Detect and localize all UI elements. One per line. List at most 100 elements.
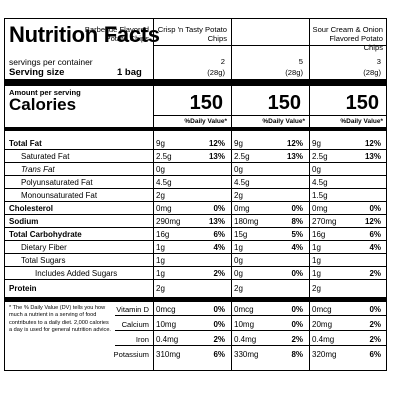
column-3-servings: 3 (376, 57, 381, 66)
vitamin-amount: 310mg (156, 350, 181, 359)
label-title: Nutrition Facts (9, 22, 160, 47)
nutrient-dv: 6% (213, 230, 225, 239)
row-rule (5, 162, 386, 163)
vitamin-row-vitamin-d: Vitamin D 0mcg 0% 0mcg 0% 0mcg 0% (115, 303, 386, 316)
row-rule (5, 175, 386, 176)
serving-size-label: Serving size (9, 67, 65, 78)
vitamin-dv: 0% (291, 305, 303, 314)
vitamin-dv: 2% (369, 335, 381, 344)
nutrient-label: Total Carbohydrate (9, 230, 82, 239)
nutrient-row-total-carbohydrate: Total Carbohydrate 16g 6% 15g 5% 16g 6% (5, 228, 386, 241)
column-3-calories: 150 (345, 92, 379, 114)
nutrient-label: Protein (9, 284, 37, 293)
vitamin-dv: 6% (213, 350, 225, 359)
vitamin-amount: 0mcg (156, 305, 176, 314)
vitamin-amount: 10mg (234, 320, 255, 329)
nutrient-row-polyunsaturated-fat: Polyunsaturated Fat 4.5g 4.5g 4.5g (5, 176, 386, 189)
nutrient-amount: 2g (156, 191, 165, 200)
column-3-grams: (28g) (363, 68, 381, 77)
nutrition-facts-label: Nutrition Facts servings per container S… (4, 18, 387, 371)
nutrient-amount: 1g (312, 269, 321, 278)
vitamin-amount: 0.4mg (234, 335, 257, 344)
serving-size-value: 1 bag (117, 67, 142, 78)
nutrient-amount: 0mg (234, 204, 250, 213)
nutrient-amount: 0g (312, 165, 321, 174)
nutrient-amount: 9g (312, 139, 321, 148)
nutrient-table: Total Fat 9g 12% 9g 12% 9g 12% Saturated… (5, 133, 386, 301)
column-1-grams: (28g) (207, 68, 225, 77)
vitamin-dv: 2% (291, 335, 303, 344)
nutrient-row-cholesterol: Cholesterol 0mg 0% 0mg 0% 0mg 0% (5, 202, 386, 215)
nutrient-row-added-sugars: Includes Added Sugars 1g 2% 0g 0% 1g 2% (5, 267, 386, 280)
nutrient-amount: 1g (234, 243, 243, 252)
column-divider-3 (309, 19, 310, 370)
row-rule (115, 345, 386, 346)
nutrient-label: Saturated Fat (21, 152, 70, 161)
vitamin-dv: 8% (291, 350, 303, 359)
nutrient-amount: 270mg (312, 217, 337, 226)
row-rule (5, 253, 386, 254)
nutrient-row-total-fat: Total Fat 9g 12% 9g 12% 9g 12% (5, 137, 386, 150)
vitamin-table: Vitamin D 0mcg 0% 0mcg 0% 0mcg 0% Calciu… (5, 303, 386, 371)
nutrient-amount: 2g (156, 284, 165, 293)
vitamin-amount: 0mcg (312, 305, 332, 314)
nutrient-amount: 0g (234, 269, 243, 278)
nutrient-amount: 180mg (234, 217, 259, 226)
nutrient-dv: 13% (286, 152, 303, 161)
nutrient-amount: 4.5g (312, 178, 328, 187)
nutrient-dv: 2% (369, 269, 381, 278)
column-name-rule (153, 45, 386, 46)
nutrient-dv: 0% (291, 269, 303, 278)
nutrient-amount: 2g (234, 284, 243, 293)
row-rule (5, 201, 386, 202)
nutrient-dv: 4% (291, 243, 303, 252)
column-1-servings: 2 (220, 57, 225, 66)
nutrient-amount: 2.5g (156, 152, 172, 161)
vitamin-amount: 10mg (156, 320, 177, 329)
vitamin-amount: 20mg (312, 320, 333, 329)
nutrient-amount: 16g (312, 230, 326, 239)
nutrient-row-saturated-fat: Saturated Fat 2.5g 13% 2.5g 13% 2.5g 13% (5, 150, 386, 163)
nutrient-dv: 4% (213, 243, 225, 252)
nutrient-dv: 12% (286, 139, 303, 148)
nutrient-amount: 1g (312, 256, 321, 265)
nutrient-amount: 15g (234, 230, 248, 239)
thick-rule-bottom (5, 297, 386, 302)
nutrient-amount: 9g (156, 139, 165, 148)
nutrient-dv: 5% (291, 230, 303, 239)
column-2-name: Crisp 'n Tasty Potato Chips (157, 25, 227, 43)
amount-per-serving-label: Amount per serving (9, 88, 81, 97)
nutrient-amount: 0g (156, 165, 165, 174)
nutrient-label: Total Fat (9, 139, 42, 148)
servings-label: servings per container (9, 57, 93, 67)
column-2-servings: 5 (298, 57, 303, 66)
nutrient-row-sodium: Sodium 290mg 13% 180mg 8% 270mg 12% (5, 215, 386, 228)
vitamin-row-iron: Iron 0.4mg 2% 0.4mg 2% 0.4mg 2% (115, 333, 386, 346)
nutrient-row-protein: Protein 2g 2g 2g (5, 282, 386, 295)
column-1-calories: 150 (189, 92, 223, 114)
row-rule (5, 266, 386, 267)
nutrient-amount: 1.5g (312, 191, 328, 200)
vitamin-dv: 0% (291, 320, 303, 329)
footnote: * The % Daily Value (DV) tells you how m… (9, 305, 111, 334)
column-divider-2 (231, 19, 232, 370)
row-rule (115, 330, 386, 331)
nutrient-dv: 2% (213, 269, 225, 278)
vitamin-dv: 0% (213, 305, 225, 314)
nutrient-label: Trans Fat (21, 165, 55, 174)
nutrient-dv: 13% (208, 217, 225, 226)
nutrient-amount: 0g (234, 165, 243, 174)
nutrient-amount: 16g (156, 230, 170, 239)
nutrient-dv: 4% (369, 243, 381, 252)
nutrient-dv: 0% (213, 204, 225, 213)
nutrient-amount: 290mg (156, 217, 181, 226)
nutrient-amount: 2g (312, 284, 321, 293)
column-2-dv-header: %Daily Value* (262, 118, 305, 125)
nutrient-label: Includes Added Sugars (35, 269, 118, 278)
calories-rule (153, 115, 386, 116)
vitamin-amount: 0mcg (234, 305, 254, 314)
nutrient-amount: 4.5g (156, 178, 172, 187)
nutrient-dv: 12% (208, 139, 225, 148)
nutrient-amount: 0g (234, 256, 243, 265)
column-3-name: Sour Cream & Onion Flavored Potato Chips (312, 25, 383, 52)
